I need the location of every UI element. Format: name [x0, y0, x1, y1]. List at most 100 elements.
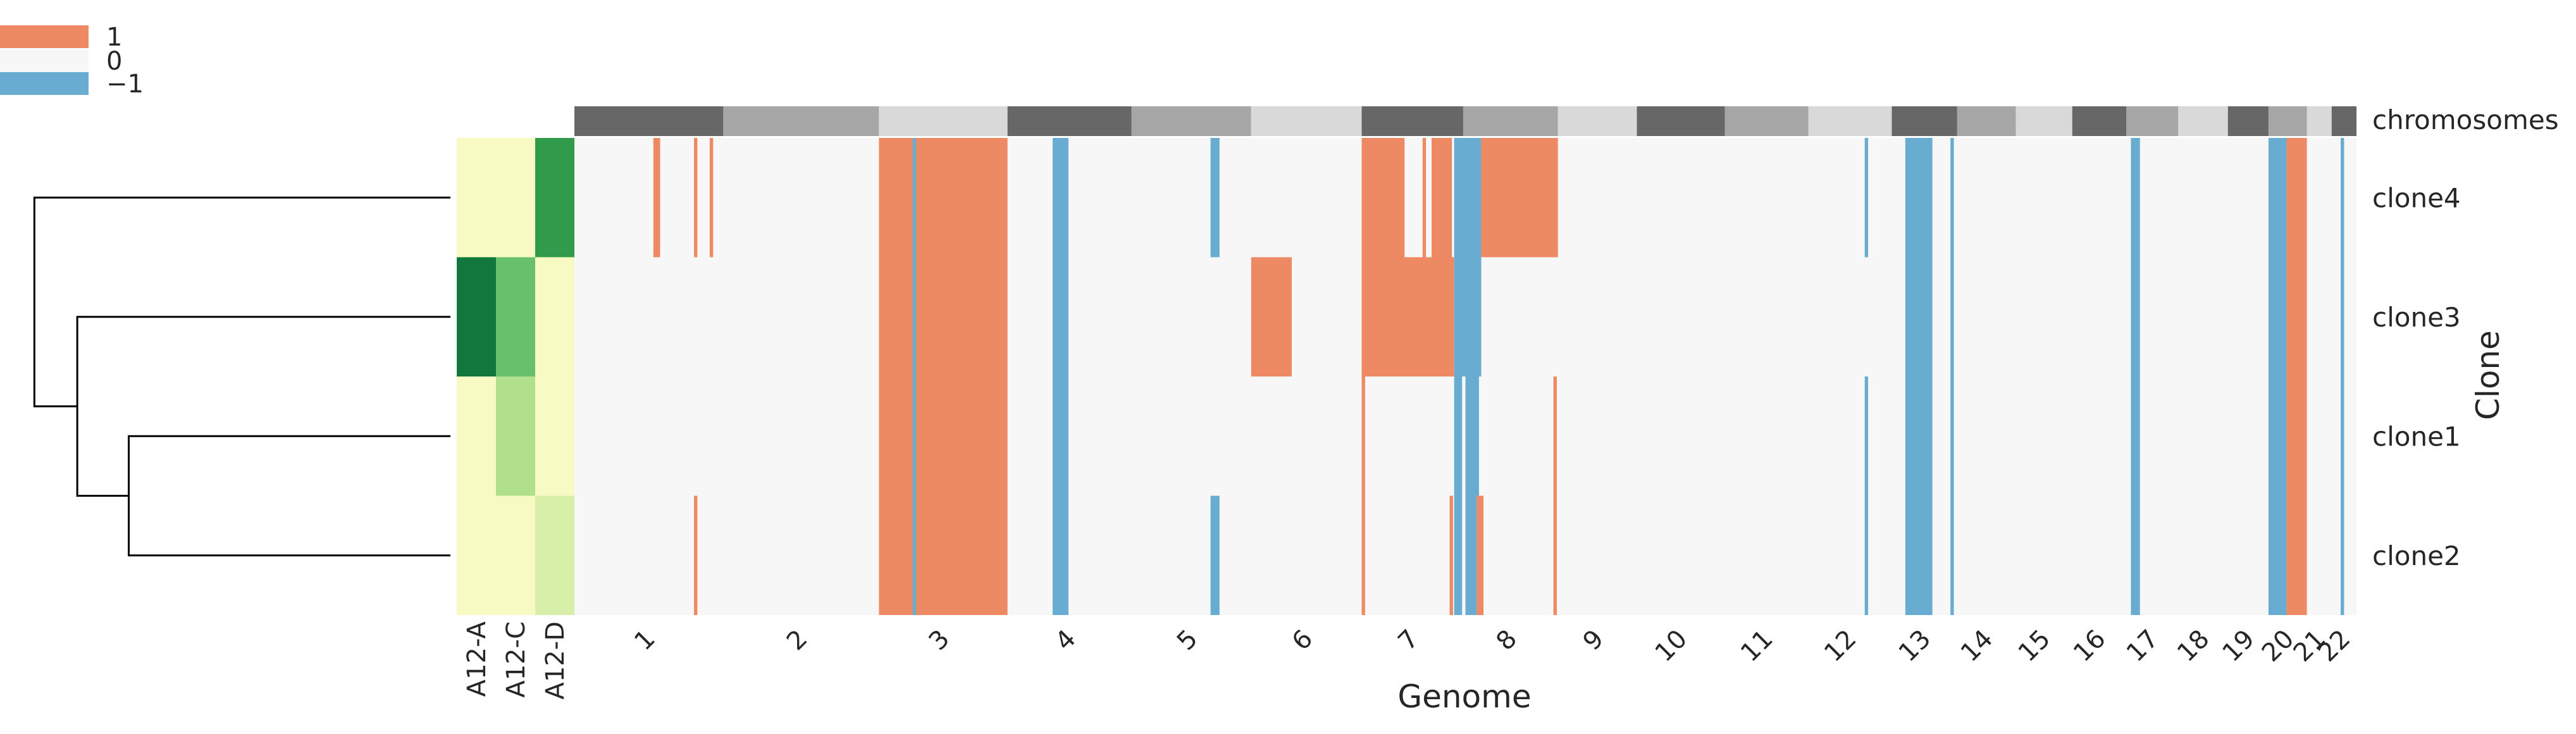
cnv-segment-clone2 — [1950, 495, 1954, 615]
chromosome-band — [1808, 106, 1892, 136]
chromosome-tick-label: 10 — [1650, 625, 1694, 668]
chromosome-tick-label: 22 — [2313, 625, 2356, 668]
sample-proportion-cell — [457, 257, 496, 376]
chromosome-band — [723, 106, 879, 136]
chromosome-band — [2072, 106, 2127, 136]
chromosome-tick-label: 1 — [629, 625, 661, 657]
cnv-segment-clone3 — [2131, 257, 2140, 376]
sample-proportion-cell — [496, 495, 535, 615]
chromosome-band — [1637, 106, 1725, 136]
chromosome-band — [1131, 106, 1251, 136]
cnv-segment-clone2 — [693, 495, 698, 615]
chromosome-band — [2307, 106, 2332, 136]
cnv-segment-clone2 — [1477, 495, 1484, 615]
chromosome-tick-label: 17 — [2121, 625, 2165, 668]
sample-proportion-cell — [535, 495, 574, 615]
cnv-segment-clone4 — [693, 138, 698, 258]
cnv-segment-clone4 — [1432, 138, 1452, 258]
y-axis-label: Clone — [2470, 330, 2506, 420]
cnv-segment-clone2 — [1864, 495, 1868, 615]
cnv-segment-clone4 — [2341, 138, 2344, 258]
x-axis-label: Genome — [1397, 678, 1531, 715]
cnv-segment-clone2 — [1454, 495, 1463, 615]
cnv-segment-clone1 — [2286, 376, 2307, 496]
cnv-segment-clone1 — [1465, 376, 1479, 496]
chromosome-annotation-bar — [574, 106, 2356, 136]
cnv-segment-clone3 — [1251, 257, 1292, 376]
chromosome-band — [1557, 106, 1637, 136]
cnv-segment-clone4 — [1905, 138, 1933, 258]
chromosome-tick-label: 15 — [2013, 625, 2057, 668]
sample-proportion-heatmap: A12-A A12-C A12-D — [457, 138, 574, 700]
legend-swatch — [0, 49, 89, 72]
cnv-segment-clone2 — [879, 495, 1008, 615]
chromosome-band — [2178, 106, 2228, 136]
chromosome-tick-label: 7 — [1392, 625, 1425, 657]
cnv-segment-clone4 — [879, 138, 1008, 258]
chromosome-band — [2331, 106, 2356, 136]
chromosome-tick-label: 2 — [781, 625, 814, 657]
cnv-segment-clone1 — [2268, 376, 2287, 496]
axis-labels: chromosomes Genome Clone — [1397, 104, 2558, 715]
sample-proportion-cell — [496, 138, 535, 258]
chromosome-band — [2268, 106, 2307, 136]
cnv-segment-clone2 — [2268, 495, 2287, 615]
clone-row-label: clone4 — [2372, 182, 2461, 213]
cnv-segment-clone2 — [1905, 495, 1933, 615]
cnv-segment-clone3 — [1950, 257, 1954, 376]
cnv-segment-clone4 — [709, 138, 714, 258]
legend-label: −1 — [106, 70, 144, 99]
chromosome-tick-label: 13 — [1893, 625, 1937, 668]
chromosome-band — [2126, 106, 2179, 136]
chromosome-tick-label: 18 — [2172, 625, 2215, 668]
chromosome-tick-label: 5 — [1172, 625, 1204, 657]
cnv-segment-clone4 — [1052, 138, 1068, 258]
sample-proportion-cell — [457, 495, 496, 615]
cnv-segment-clone4 — [1361, 138, 1405, 258]
sample-proportion-cell — [496, 257, 535, 376]
cnv-segment-clone2 — [1052, 495, 1068, 615]
clone-row-label: clone3 — [2372, 302, 2461, 333]
cnv-segment-clone3 — [1361, 257, 1454, 376]
cnv-segment-clone1 — [1553, 376, 1557, 496]
sample-tick-label: A12-C — [502, 621, 531, 698]
cnv-segment-clone1 — [1361, 376, 1365, 496]
cnv-segment-clone2 — [1553, 495, 1557, 615]
cnv-segment-clone2 — [2286, 495, 2307, 615]
chromosome-tick-label: 12 — [1819, 625, 1862, 668]
sample-tick-label: A12-A — [462, 621, 492, 697]
sample-tick-label: A12-D — [541, 621, 570, 700]
cnv-segment-clone4 — [1864, 138, 1868, 258]
chromosome-tick-label: 16 — [2068, 625, 2112, 668]
chromosome-tick-label: 14 — [1955, 625, 1999, 668]
chromosome-tick-label: 4 — [1050, 625, 1082, 657]
cnv-segment-clone4 — [1481, 138, 1558, 258]
cnv-segment-clone4 — [2286, 138, 2307, 258]
cnv-segment-clone3 — [879, 257, 1008, 376]
cnv-segment-clone4 — [1454, 138, 1482, 258]
chromosome-band — [1007, 106, 1132, 136]
cnv-segment-clone1 — [2131, 376, 2140, 496]
clone-row-label: clone1 — [2372, 421, 2461, 452]
cnv-segment-clone1 — [1864, 376, 1868, 496]
chromosome-tick-label: 19 — [2217, 625, 2260, 668]
chromosome-band — [879, 106, 1008, 136]
cnv-segment-clone1 — [1454, 376, 1463, 496]
dendrogram-link — [33, 196, 450, 407]
cnv-segment-clone2 — [1210, 495, 1220, 615]
cnv-segment-clone3 — [2268, 257, 2287, 376]
legend-swatch — [0, 25, 89, 48]
cnv-segment-clone4 — [2268, 138, 2287, 258]
chromosome-tick-label: 6 — [1287, 625, 1319, 657]
chromosomes-row-label: chromosomes — [2372, 104, 2559, 135]
chromosome-tick-label: 8 — [1490, 625, 1523, 657]
clone-dendrogram — [33, 196, 450, 557]
chromosome-band — [574, 106, 724, 136]
dendrogram-link — [76, 316, 450, 497]
cnv-segment-clone4 — [653, 138, 660, 258]
cnv-segment-clone4 — [1422, 138, 1427, 258]
cnv-segment-clone2 — [1449, 495, 1453, 615]
cnv-segment-clone2 — [2341, 495, 2344, 615]
